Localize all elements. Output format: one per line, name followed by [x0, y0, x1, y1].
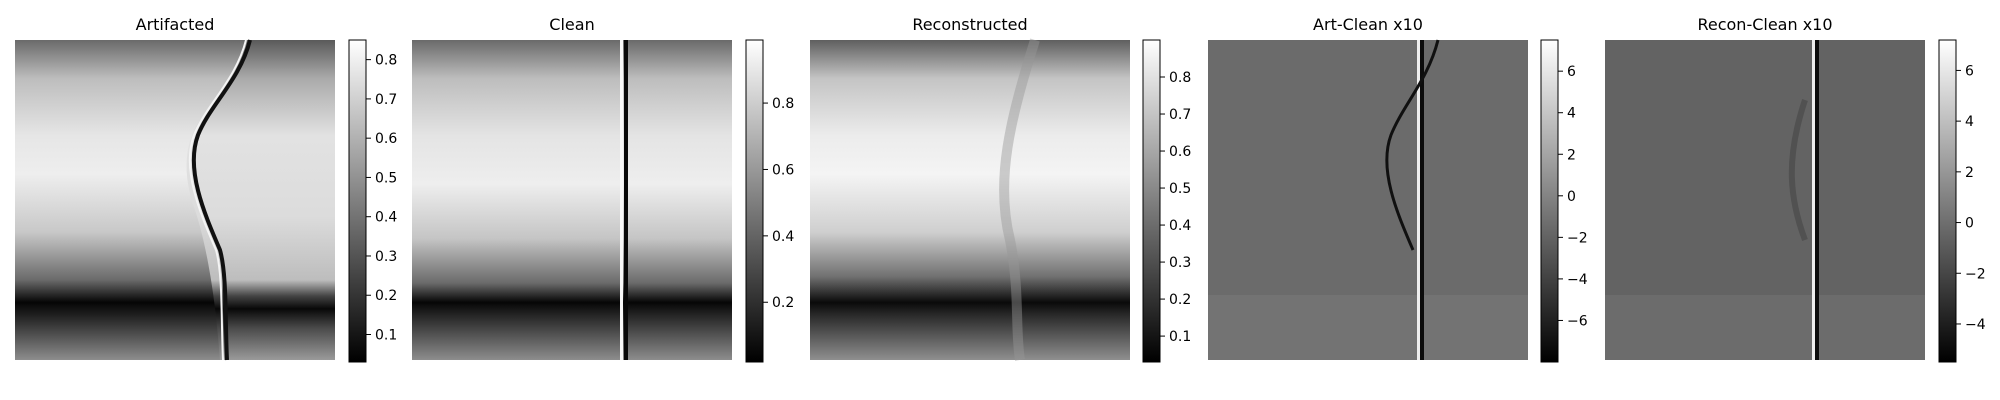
panel-title: Reconstructed: [912, 15, 1027, 34]
colorbar-tick-label: 0: [1567, 189, 1576, 205]
colorbar-tick-label: 2: [1567, 147, 1576, 163]
colorbar-tick-label: 0.5: [375, 170, 397, 186]
colorbar-scale: [1142, 39, 1161, 363]
panel-title: Art-Clean x10: [1313, 15, 1423, 34]
heatmap-image: [1208, 39, 1528, 360]
heatmap-panel: Reconstructed 0.1 0.2 0.3 0.4 0.5 0.6 0.7 0.8: [810, 15, 1191, 363]
colorbar-tick-label: 0.2: [375, 288, 397, 304]
heatmap-panel: Clean 0.2 0.4 0.6 0.8: [412, 15, 794, 363]
colorbar-tick-label: 4: [1965, 114, 1974, 130]
panel-title: Recon-Clean x10: [1697, 15, 1832, 34]
colorbar-tick-label: 0.8: [375, 53, 397, 69]
colorbar-tick-label: 6: [1567, 64, 1576, 80]
colorbar-tick-label: −2: [1567, 230, 1588, 246]
colorbar-tick-label: 0.4: [1169, 218, 1191, 234]
colorbar-tick-label: 0: [1965, 216, 1974, 232]
colorbar-tick-label: 0.6: [772, 162, 794, 178]
heatmap-panel: Recon-Clean x10 −4 −2 0 2 4 6: [1605, 15, 1986, 363]
panel-title: Clean: [549, 15, 594, 34]
colorbar-tick-label: −6: [1567, 313, 1588, 329]
colorbar-tick-label: 0.2: [772, 295, 794, 311]
colorbar-tick-label: 0.4: [772, 229, 794, 245]
colorbar-tick-label: 0.8: [1169, 70, 1191, 86]
colorbar-tick-label: 0.3: [1169, 255, 1191, 271]
colorbar-tick-label: −4: [1965, 317, 1986, 333]
colorbar-tick-label: 0.1: [375, 328, 397, 344]
colorbar: −4 −2 0 2 4 6: [1938, 39, 1986, 363]
colorbar-scale: [1938, 39, 1957, 363]
colorbar-scale: [348, 39, 367, 363]
colorbar-tick-label: 2: [1965, 165, 1974, 181]
colorbar-tick-label: 4: [1567, 106, 1576, 122]
colorbar: 0.2 0.4 0.6 0.8: [745, 39, 794, 363]
colorbar-scale: [1540, 39, 1559, 363]
colorbar-tick-label: 0.6: [375, 131, 397, 147]
colorbar: −6 −4 −2 0 2 4 6: [1540, 39, 1588, 363]
colorbar-tick-label: 0.4: [375, 210, 397, 226]
colorbar-tick-label: 0.7: [1169, 107, 1191, 123]
heatmap-panel: Artifacted 0.1 0.2 0.3 0.4 0.5 0.6 0.7 0.8: [15, 15, 397, 363]
colorbar-tick-label: 0.2: [1169, 292, 1191, 308]
colorbar-tick-label: 0.8: [772, 96, 794, 112]
colorbar-scale: [745, 39, 764, 363]
colorbar-tick-label: 6: [1965, 63, 1974, 79]
colorbar-tick-label: 0.1: [1169, 329, 1191, 345]
heatmap-image: [412, 40, 732, 360]
colorbar-tick-label: 0.7: [375, 92, 397, 108]
heatmap-image: [810, 38, 1130, 361]
panel-title: Artifacted: [136, 15, 215, 34]
colorbar-tick-label: −2: [1965, 266, 1986, 282]
heatmap-image: [1605, 40, 1925, 360]
colorbar-tick-label: 0.6: [1169, 144, 1191, 160]
colorbar: 0.1 0.2 0.3 0.4 0.5 0.6 0.7 0.8: [348, 39, 397, 363]
heatmap-panel: Art-Clean x10 −6 −4 −2 0 2 4 6: [1208, 15, 1588, 363]
heatmap-image: [15, 39, 335, 361]
colorbar: 0.1 0.2 0.3 0.4 0.5 0.6 0.7 0.8: [1142, 39, 1191, 363]
colorbar-tick-label: −4: [1567, 272, 1588, 288]
colorbar-tick-label: 0.5: [1169, 181, 1191, 197]
colorbar-tick-label: 0.3: [375, 249, 397, 265]
